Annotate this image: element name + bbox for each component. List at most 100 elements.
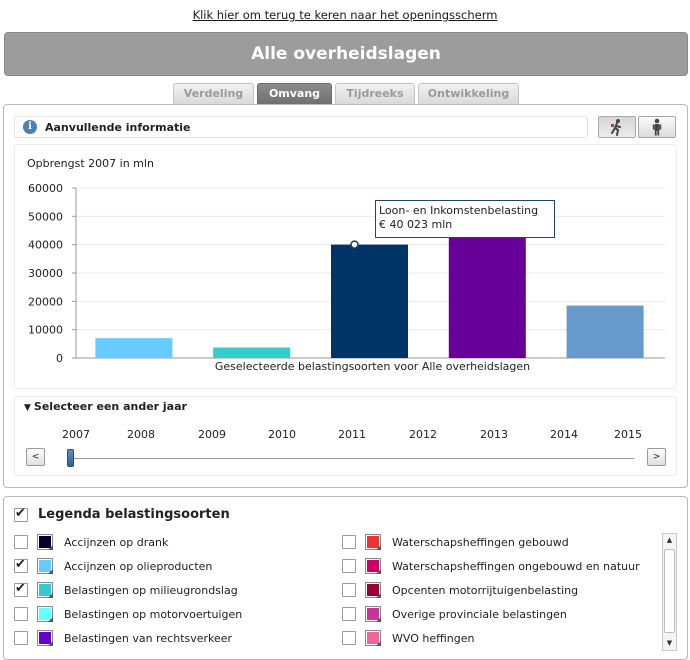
legend-item-label: Accijnzen op drank — [64, 535, 169, 549]
legend-title: Legenda belastingsoorten — [38, 507, 230, 522]
view-animated-person-button[interactable] — [598, 116, 636, 138]
y-tick-label: 50000 — [28, 210, 63, 223]
legend-color-picker[interactable] — [365, 558, 381, 574]
page-title-bar: Alle overheidslagen — [4, 32, 688, 76]
legend-color-picker[interactable] — [37, 582, 53, 598]
legend-scrollbar[interactable]: ▲ ▼ — [662, 533, 677, 651]
collapse-triangle-icon: ▼ — [24, 403, 31, 413]
tab-ontwikkeling[interactable]: Ontwikkeling — [418, 83, 519, 105]
legend-select-all-checkbox[interactable] — [14, 506, 28, 522]
legend-color-picker[interactable] — [365, 582, 381, 598]
legend-color-swatch — [367, 560, 379, 572]
legend-item-checkbox[interactable] — [14, 557, 28, 573]
legend-item-checkbox[interactable] — [342, 631, 356, 645]
bar-1[interactable] — [95, 338, 173, 358]
legend-color-picker[interactable] — [37, 606, 53, 622]
legend-item-checkbox[interactable] — [14, 535, 28, 549]
legend-color-swatch — [39, 632, 51, 644]
scrollbar-thumb[interactable] — [664, 549, 675, 633]
year-label-2008[interactable]: 2008 — [127, 428, 155, 441]
year-slider-handle[interactable] — [67, 449, 74, 467]
legend-item[interactable]: Accijnzen op drank — [14, 533, 168, 551]
legend-color-picker[interactable] — [37, 558, 53, 574]
legend-color-swatch — [39, 536, 51, 548]
bar-5[interactable] — [566, 305, 644, 358]
info-label: Aanvullende informatie — [45, 120, 191, 134]
info-icon: i — [23, 120, 37, 134]
next-year-button[interactable]: > — [647, 448, 666, 466]
legend-item-checkbox[interactable] — [342, 607, 356, 621]
view-person-button[interactable] — [638, 116, 676, 138]
tooltip-box — [375, 200, 555, 238]
legend-color-swatch — [39, 560, 51, 572]
year-label-2009[interactable]: 2009 — [198, 428, 226, 441]
year-label-2007[interactable]: 2007 — [62, 428, 90, 441]
tab-omvang[interactable]: Omvang — [257, 83, 332, 105]
data-point-marker[interactable] — [350, 240, 359, 249]
legend-item-checkbox[interactable] — [342, 535, 356, 549]
legend-color-picker[interactable] — [37, 534, 53, 550]
legend-item-label: Belastingen op motorvoertuigen — [64, 607, 243, 621]
y-tick-label: 0 — [56, 352, 63, 365]
year-selector-title: Selecteer een ander jaar — [33, 400, 187, 413]
bar-chart: Opbrengst 2007 in mln 0 10000 20000 30000 400… — [27, 157, 665, 373]
y-tick-label: 20000 — [28, 295, 63, 308]
legend-item[interactable]: Opcenten motorrijtuigenbelasting — [342, 581, 578, 599]
legend-color-swatch — [367, 608, 379, 620]
legend-item-checkbox[interactable] — [14, 581, 28, 597]
legend-color-swatch — [367, 632, 379, 644]
legend-color-picker[interactable] — [365, 534, 381, 550]
year-label-2013[interactable]: 2013 — [480, 428, 508, 441]
chart-title: Opbrengst 2007 in mln — [27, 157, 154, 170]
year-label-2011[interactable]: 2011 — [338, 428, 366, 441]
legend-color-picker[interactable] — [365, 606, 381, 622]
back-to-start-link[interactable]: Klik hier om terug te keren naar het ope… — [192, 8, 498, 22]
legend-item-label: WVO heffingen — [392, 631, 475, 645]
legend-color-picker[interactable] — [365, 630, 381, 646]
legend-item[interactable]: Accijnzen op olieproducten — [14, 557, 212, 575]
legend-item-label: Opcenten motorrijtuigenbelasting — [392, 583, 579, 597]
tooltip-value: € 40 023 mln — [379, 218, 452, 231]
legend-item-label: Belastingen van rechtsverkeer — [64, 631, 233, 645]
legend-item[interactable]: Waterschapsheffingen gebouwd — [342, 533, 569, 551]
legend-color-picker[interactable] — [37, 630, 53, 646]
year-label-2010[interactable]: 2010 — [268, 428, 296, 441]
legend-item-label: Waterschapsheffingen ongebouwd en natuur — [392, 559, 640, 573]
previous-year-button[interactable]: < — [26, 448, 45, 466]
legend-item-checkbox[interactable] — [342, 583, 356, 597]
legend-item-checkbox[interactable] — [14, 607, 28, 621]
legend-item[interactable]: Belastingen op milieugrondslag — [14, 581, 238, 599]
tab-verdeling[interactable]: Verdeling — [173, 83, 254, 105]
bar-2[interactable] — [213, 347, 291, 358]
y-tick-label: 30000 — [28, 267, 63, 280]
legend-item-checkbox[interactable] — [14, 631, 28, 645]
tab-bar: Verdeling Omvang Tijdreeks Ontwikkeling — [0, 83, 690, 105]
chart-box — [14, 144, 677, 389]
legend-header: Legenda belastingsoorten — [14, 506, 230, 522]
legend-color-swatch — [367, 584, 379, 596]
scroll-down-arrow-icon[interactable]: ▼ — [666, 639, 673, 647]
legend-item[interactable]: Belastingen op motorvoertuigen — [14, 605, 242, 623]
year-selector-header[interactable]: ▼ Selecteer een ander jaar — [24, 400, 187, 413]
scroll-up-arrow-icon[interactable]: ▲ — [666, 536, 673, 544]
legend-item-checkbox[interactable] — [342, 559, 356, 573]
legend-color-swatch — [367, 536, 379, 548]
year-label-2012[interactable]: 2012 — [409, 428, 437, 441]
legend-item[interactable]: Waterschapsheffingen ongebouwd en natuur — [342, 557, 640, 575]
year-selector-box — [14, 396, 677, 476]
legend-color-swatch — [39, 584, 51, 596]
legend-item[interactable]: Overige provinciale belastingen — [342, 605, 567, 623]
year-slider-track[interactable] — [68, 458, 634, 459]
bar-3[interactable] — [331, 244, 408, 358]
legend-item-label: Accijnzen op olieproducten — [64, 559, 213, 573]
x-axis-label: Geselecteerde belastingsoorten voor Alle… — [215, 360, 530, 373]
legend-item[interactable]: WVO heffingen — [342, 629, 474, 647]
y-tick-label: 40000 — [28, 239, 63, 252]
legend-item[interactable]: Belastingen van rechtsverkeer — [14, 629, 232, 647]
tab-tijdreeks[interactable]: Tijdreeks — [335, 83, 415, 105]
person-icon — [652, 118, 662, 136]
info-bar[interactable]: i Aanvullende informatie — [14, 116, 588, 138]
year-label-2015[interactable]: 2015 — [614, 428, 642, 441]
year-label-2014[interactable]: 2014 — [550, 428, 578, 441]
bar-4[interactable] — [448, 237, 526, 358]
